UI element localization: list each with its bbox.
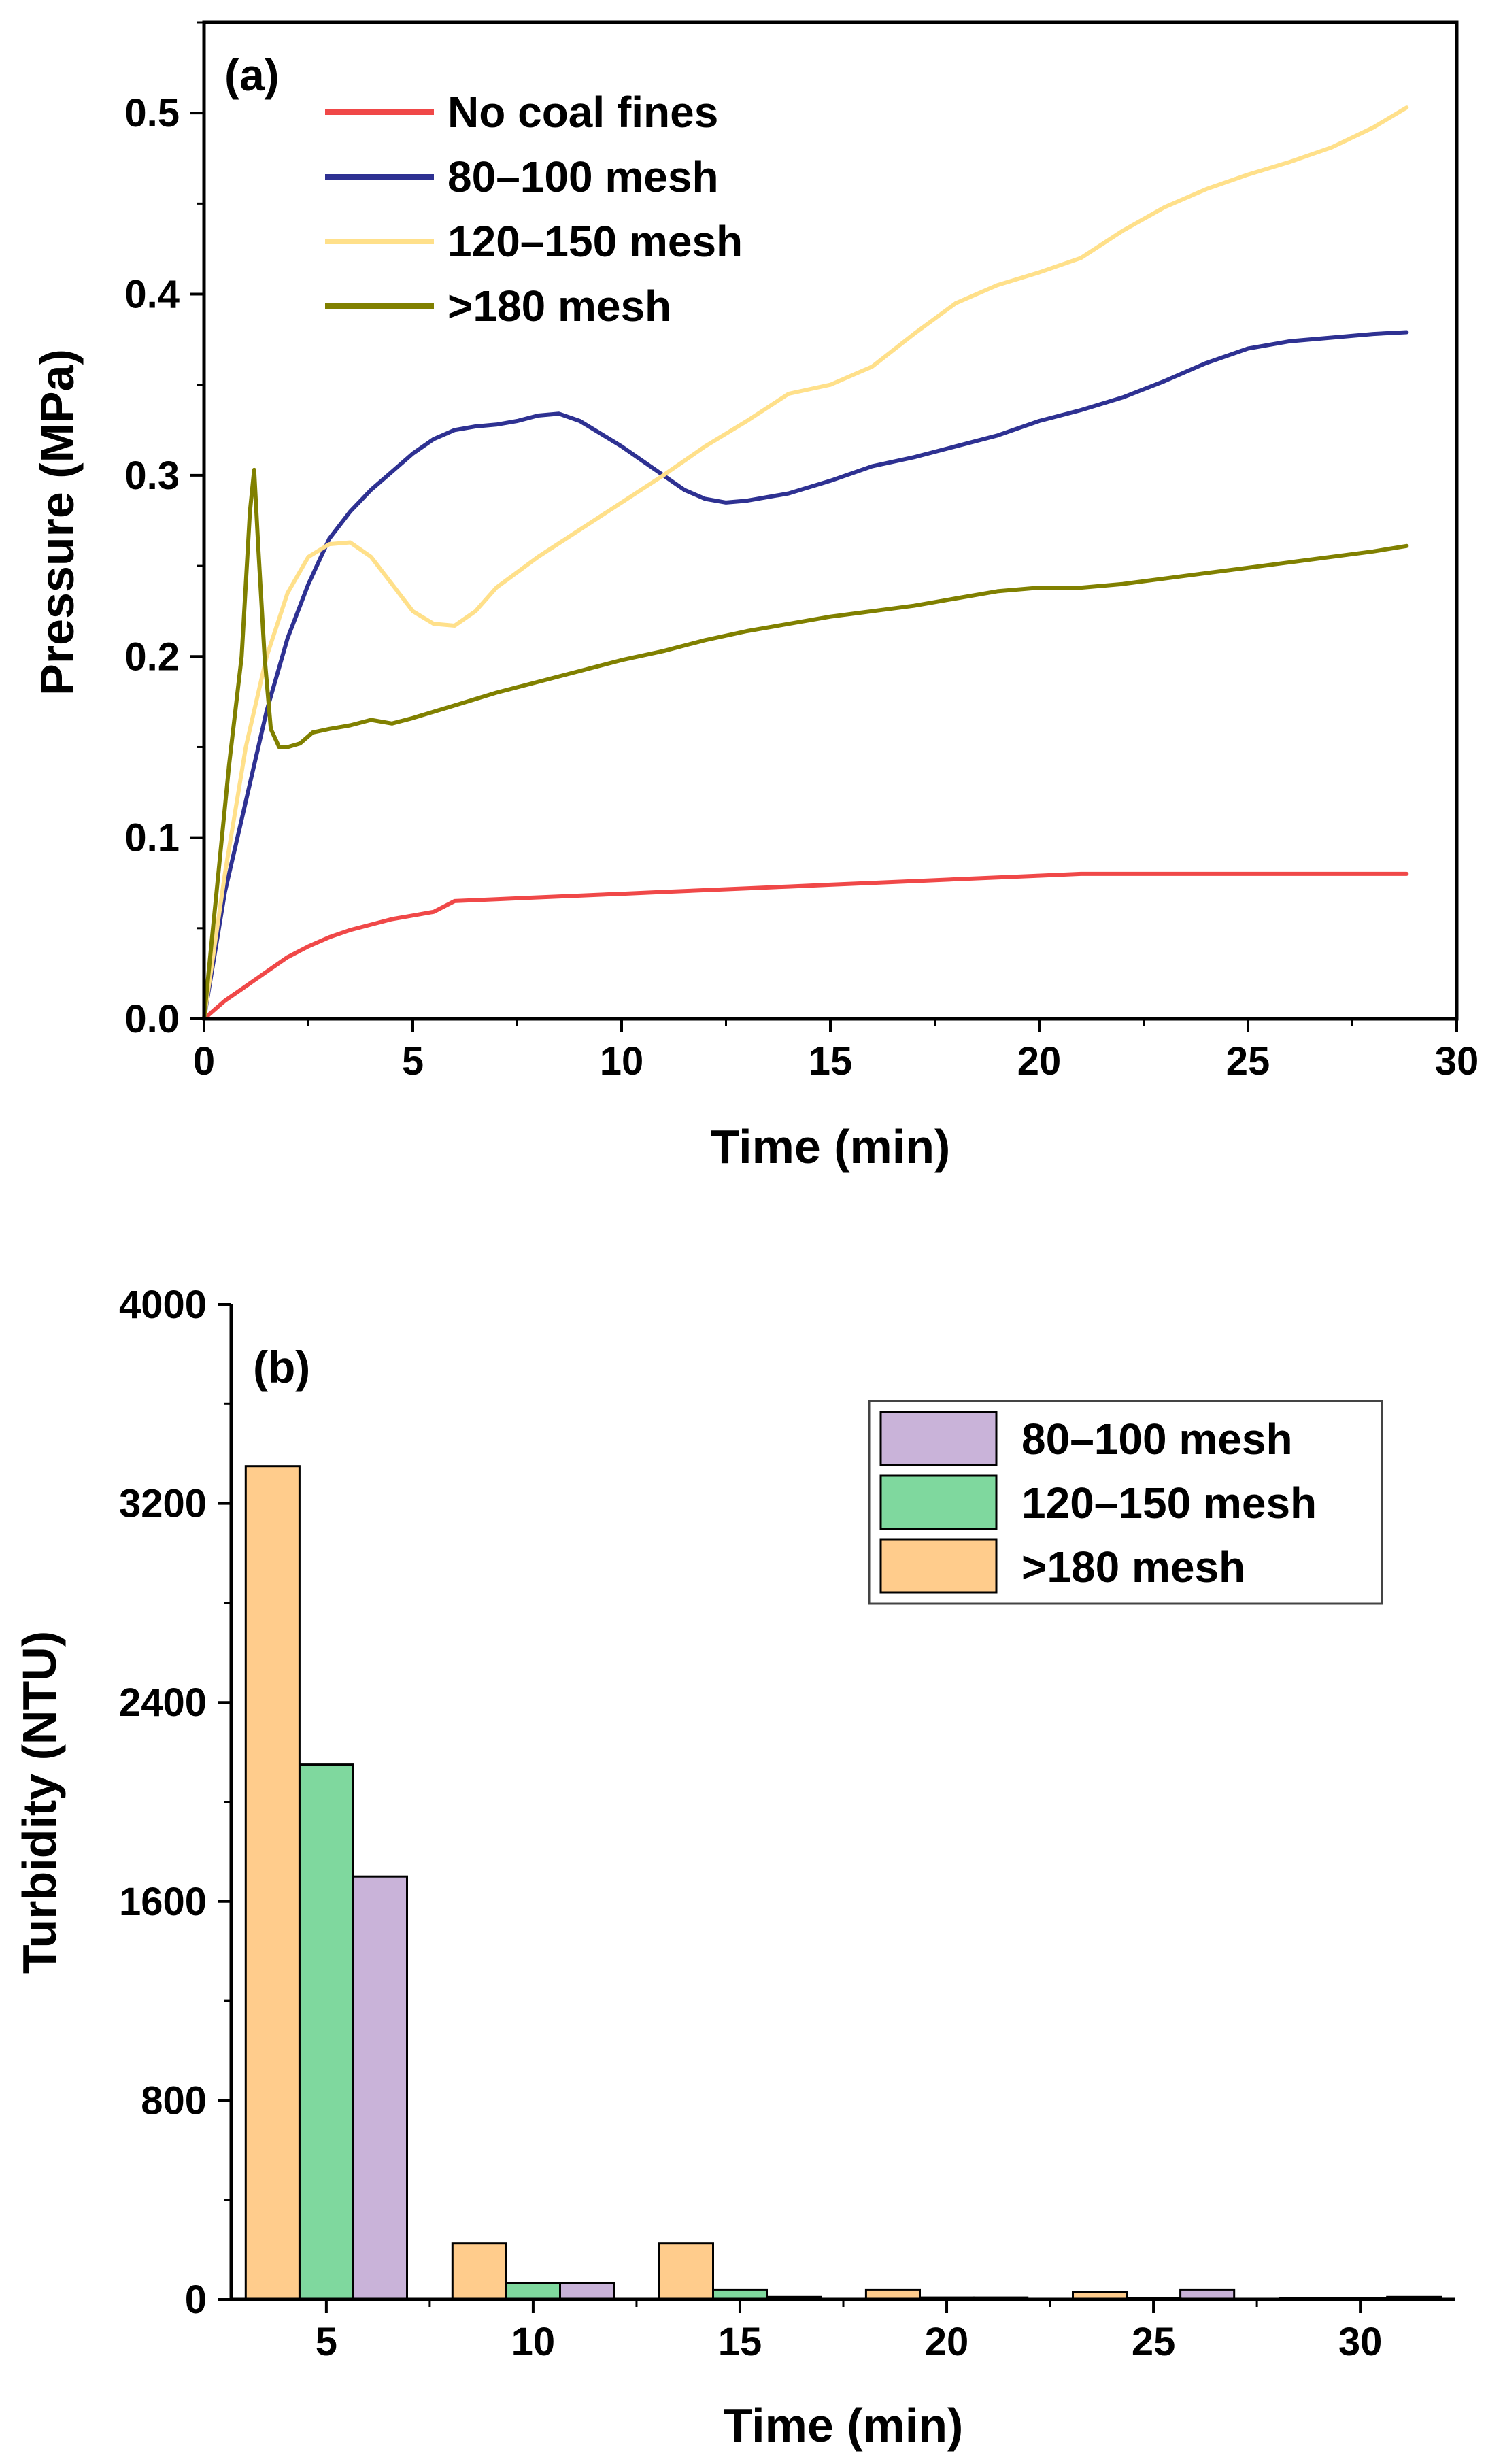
legend-b-label-1: 120–150 mesh [1021, 1479, 1317, 1528]
bar-1-0 [298, 1763, 354, 2301]
x-tick-label: 30 [1435, 1039, 1479, 1083]
y-tick-label: 0.4 [124, 273, 180, 317]
panel-a-legend: No coal fines 80–100 mesh 120–150 mesh >… [325, 88, 743, 331]
x-tick-label: 30 [1338, 2320, 1383, 2364]
panel-b-xlabel: Time (min) [724, 2399, 964, 2452]
y-tick-label: 0.5 [124, 91, 180, 135]
bar-2-0 [244, 1465, 301, 2301]
y-tick-label: 0.1 [124, 816, 180, 860]
panel-b-axis-ticks: 5 10 15 20 25 30 0 800 1600 2400 3200 4000 [119, 1283, 1382, 2364]
panel-b-ylabel: Turbidity (NTU) [13, 1631, 66, 1974]
panel-a-series-lines [202, 105, 1409, 1021]
y-tick-label: 800 [141, 2078, 207, 2123]
bar-0-0 [352, 1875, 409, 2301]
legend-a-label-1: 80–100 mesh [448, 152, 719, 201]
x-tick-label: 5 [402, 1039, 424, 1083]
legend-a-label-2: 120–150 mesh [448, 217, 743, 266]
panel-b-legend: 80–100 mesh 120–150 mesh >180 mesh [868, 1400, 1383, 1605]
bar-2-2 [658, 2242, 715, 2301]
legend-b-swatch-0 [879, 1411, 998, 1466]
y-tick-label: 0.0 [124, 997, 180, 1041]
panel-b-bar-chart: 5 10 15 20 25 30 0 800 1600 2400 3200 4000 (b) Time… [13, 1283, 1455, 2452]
panel-b-label: (b) [253, 1342, 310, 1392]
bar-1-1 [505, 2282, 562, 2301]
panel-a-xlabel: Time (min) [711, 1120, 951, 1173]
x-tick-label: 25 [1132, 2320, 1176, 2364]
y-tick-label: 4000 [119, 1283, 207, 1327]
x-tick-label: 0 [193, 1039, 215, 1083]
panel-a-ylabel: Pressure (MPa) [31, 349, 84, 696]
legend-b-label-0: 80–100 mesh [1021, 1415, 1293, 1464]
x-tick-label: 10 [511, 2320, 556, 2364]
bar-2-1 [451, 2242, 507, 2301]
panel-b-bars [244, 1465, 1442, 2301]
y-tick-label: 3200 [119, 1482, 207, 1526]
x-tick-label: 10 [600, 1039, 644, 1083]
y-tick-label: 2400 [119, 1681, 207, 1725]
legend-a-label-0: No coal fines [448, 88, 718, 137]
panel-a-label: (a) [224, 50, 280, 100]
bar-0-1 [558, 2282, 615, 2301]
series-line-1 [202, 330, 1409, 1021]
x-tick-label: 15 [718, 2320, 762, 2364]
legend-a-label-3: >180 mesh [448, 282, 671, 331]
legend-b-label-2: >180 mesh [1021, 1542, 1245, 1591]
series-line-2 [202, 105, 1409, 1021]
legend-b-swatch-2 [879, 1538, 998, 1594]
x-tick-label: 5 [316, 2320, 337, 2364]
series-line-0 [202, 871, 1409, 1021]
y-tick-label: 0 [185, 2278, 207, 2322]
x-tick-label: 15 [809, 1039, 853, 1083]
series-line-3 [202, 467, 1409, 1021]
y-tick-label: 0.3 [124, 454, 180, 498]
x-tick-label: 25 [1226, 1039, 1270, 1083]
panel-a-plot-frame [202, 20, 1459, 1021]
y-tick-label: 0.2 [124, 635, 180, 679]
panel-a-line-chart: 0 5 10 15 20 25 30 0.0 0.1 0.2 0.3 0.4 0.5 (a) Time … [31, 20, 1479, 1173]
legend-b-swatch-1 [879, 1474, 998, 1530]
y-tick-label: 1600 [119, 1880, 207, 1924]
panel-a-axis-ticks: 0 5 10 15 20 25 30 0.0 0.1 0.2 0.3 0.4 0.5 [124, 21, 1479, 1083]
x-tick-label: 20 [925, 2320, 969, 2364]
x-tick-label: 20 [1017, 1039, 1062, 1083]
